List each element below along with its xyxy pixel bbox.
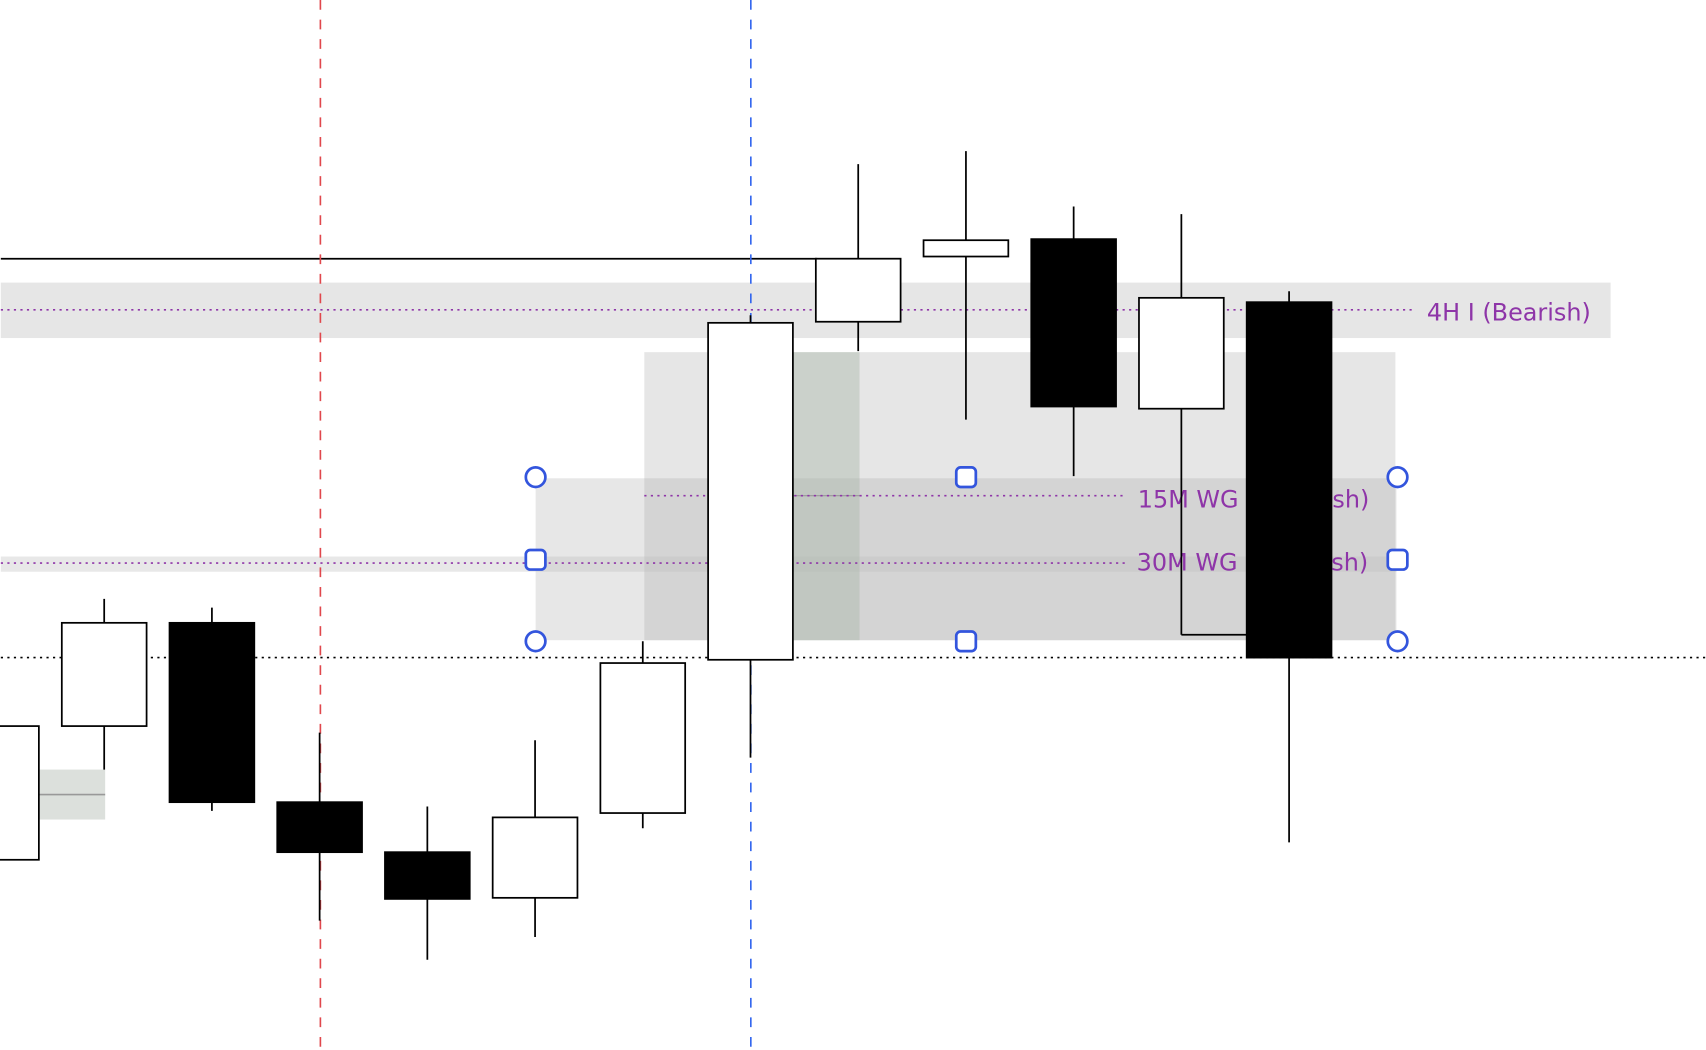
candles — [0, 151, 1333, 960]
candle[interactable] — [1245, 291, 1333, 843]
candle[interactable] — [491, 740, 579, 937]
handle-bottom-left[interactable] — [524, 630, 547, 653]
candle-body-bearish — [384, 851, 471, 900]
candle-body-bearish — [168, 621, 256, 804]
zone-label-4h: 4H I (Bearish) — [1427, 299, 1591, 327]
candle[interactable] — [384, 806, 471, 960]
imbalance-box[interactable] — [793, 352, 860, 641]
candle-body-bullish — [1138, 296, 1225, 410]
handle-mid-left[interactable] — [524, 548, 547, 571]
candle[interactable] — [168, 607, 256, 811]
candle-body-bullish — [491, 816, 579, 899]
handle-top-left[interactable] — [524, 466, 547, 489]
candle-body-bullish — [922, 239, 1010, 258]
candle[interactable] — [1030, 206, 1117, 477]
candle[interactable] — [0, 725, 40, 861]
candle-body-bearish — [1030, 238, 1117, 408]
candle-body-bullish — [60, 621, 148, 727]
handle-bottom-mid[interactable] — [954, 630, 978, 653]
candle-body-bearish — [1245, 301, 1333, 659]
candle[interactable] — [1138, 214, 1225, 635]
candle[interactable] — [814, 164, 902, 352]
candle-body-bullish — [814, 257, 902, 323]
candle[interactable] — [922, 151, 1010, 420]
candle[interactable] — [599, 641, 687, 829]
handle-top-mid[interactable] — [954, 466, 978, 489]
zone-30m-band[interactable] — [0, 556, 1397, 572]
handle-mid-right[interactable] — [1386, 548, 1409, 571]
candle-body-bullish — [599, 662, 687, 814]
candle-body-bullish — [0, 725, 40, 861]
handle-top-right[interactable] — [1386, 466, 1409, 489]
candle[interactable] — [60, 598, 148, 770]
candle-body-bullish — [707, 321, 794, 661]
candle-body-bearish — [276, 801, 363, 854]
candle[interactable] — [707, 315, 794, 758]
candle[interactable] — [276, 732, 363, 921]
selection-handles — [524, 466, 1409, 653]
handle-bottom-right[interactable] — [1386, 630, 1409, 653]
